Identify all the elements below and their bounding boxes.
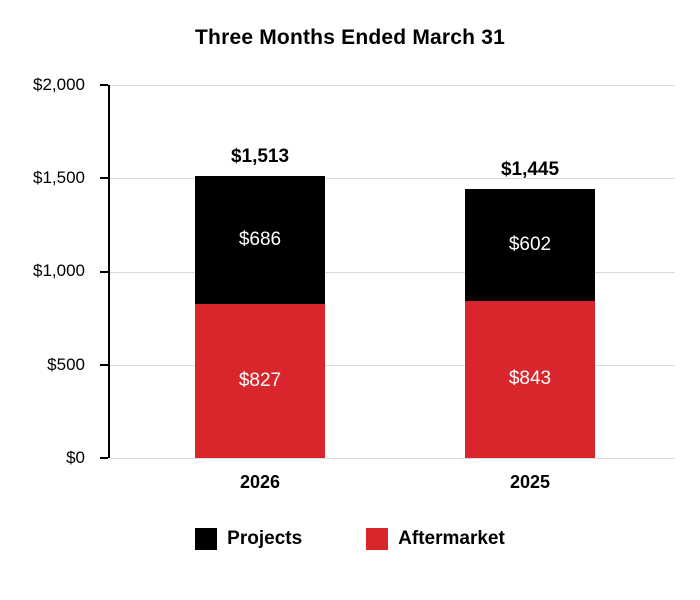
bar-segment-aftermarket: $827 <box>195 303 325 458</box>
y-axis-label: $0 <box>66 448 85 467</box>
legend-swatch <box>195 528 218 550</box>
gridline-500 <box>110 364 675 366</box>
gridline-1500 <box>110 178 675 180</box>
legend: Projects Aftermarket <box>0 528 700 550</box>
y-axis-label: $500 <box>47 355 85 374</box>
legend-item-projects: Projects <box>195 528 302 550</box>
bar-total-label: $1,445 <box>500 158 560 180</box>
segment-value-label: $827 <box>238 369 282 391</box>
plot-area: $1,513 $686 $827 $1,445 $602 $843 <box>100 84 675 459</box>
segment-value-label: $602 <box>508 233 552 255</box>
y-axis-label: $2,000 <box>33 75 85 94</box>
legend-label: Aftermarket <box>398 528 505 549</box>
bar-group: $1,445 $602 $843 <box>465 85 595 458</box>
bar-segment-aftermarket: $843 <box>465 300 595 458</box>
bar-group: $1,513 $686 $827 <box>195 85 325 458</box>
bar-total-label: $1,513 <box>230 145 290 167</box>
segment-value-label: $686 <box>238 228 282 250</box>
gridline-0 <box>110 458 675 459</box>
y-axis-line <box>108 85 110 458</box>
legend-label: Projects <box>227 528 303 549</box>
legend-item-aftermarket: Aftermarket <box>366 528 505 550</box>
segment-value-label: $843 <box>508 368 552 390</box>
legend-swatch <box>366 528 389 550</box>
bar-segment-projects: $602 <box>465 188 595 301</box>
x-axis-label-2026: 2026 <box>239 472 281 492</box>
y-tick-1500 <box>100 177 108 180</box>
y-tick-500 <box>100 363 108 366</box>
y-tick-0 <box>100 457 108 459</box>
y-tick-1000 <box>100 270 108 273</box>
y-axis-label: $1,000 <box>33 261 85 280</box>
y-tick-2000 <box>100 84 108 86</box>
chart-title: Three Months Ended March 31 <box>195 26 505 49</box>
x-axis-label-2025: 2025 <box>509 472 551 492</box>
gridline-2000 <box>110 85 675 86</box>
gridline-1000 <box>110 271 675 273</box>
bar-segment-projects: $686 <box>195 175 325 304</box>
y-axis-label: $1,500 <box>33 168 85 187</box>
